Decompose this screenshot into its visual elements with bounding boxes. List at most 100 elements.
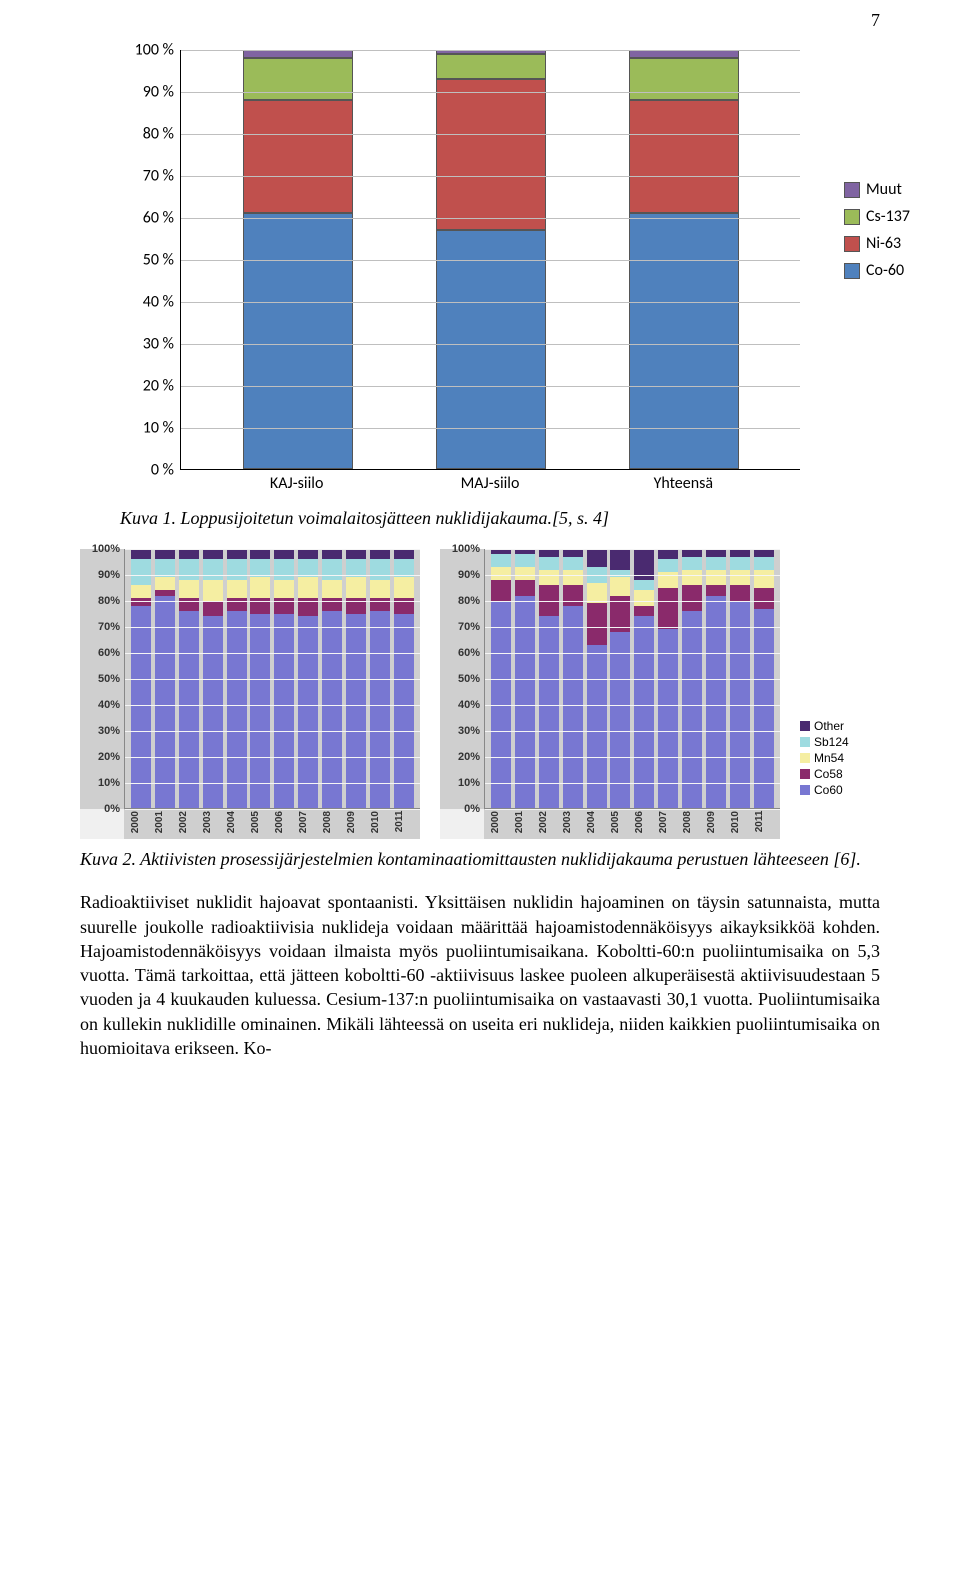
chart2-segment-Mn54 xyxy=(754,570,774,588)
chart2-segment-Mn54 xyxy=(491,567,511,580)
legend-label: Mn54 xyxy=(814,751,844,765)
chart2-y-tick: 90% xyxy=(98,569,120,581)
legend-label: Cs-137 xyxy=(866,207,910,226)
chart2-segment-Mn54 xyxy=(298,577,318,598)
chart2-segment-Other xyxy=(155,549,175,559)
chart2-segment-Other xyxy=(346,549,366,559)
chart2-gridline xyxy=(485,601,780,602)
chart2-segment-Co58 xyxy=(131,598,151,606)
chart2-segment-Co60 xyxy=(322,611,342,808)
chart2-gridline xyxy=(125,757,420,758)
legend-label: Co58 xyxy=(814,767,843,781)
chart2-segment-Sb124 xyxy=(515,554,535,567)
chart2-segment-Co60 xyxy=(539,616,559,808)
chart2-x-label: 2007 xyxy=(298,811,318,833)
chart2-x-label: 2008 xyxy=(682,811,702,833)
chart2-segment-Other xyxy=(587,549,607,567)
chart2-segment-Co58 xyxy=(658,588,678,629)
chart2-segment-Other xyxy=(179,549,199,559)
chart1-segment-Muut xyxy=(629,50,739,58)
chart1-gridline xyxy=(181,218,800,219)
chart1-y-tick: 90 % xyxy=(143,83,174,102)
chart2-segment-Mn54 xyxy=(179,580,199,598)
chart2-segment-Sb124 xyxy=(370,559,390,580)
chart1-y-tick: 0 % xyxy=(151,461,174,480)
chart1-gridline xyxy=(181,50,800,51)
legend-swatch xyxy=(844,182,860,198)
chart2-gridline xyxy=(485,627,780,628)
page-number: 7 xyxy=(871,10,880,31)
chart2-x-label: 2010 xyxy=(370,811,390,833)
chart2-segment-Co60 xyxy=(394,614,414,808)
chart2-segment-Mn54 xyxy=(346,577,366,598)
chart2-gridline xyxy=(485,809,780,810)
chart2-segment-Mn54 xyxy=(394,577,414,598)
chart2-segment-Sb124 xyxy=(634,580,654,590)
chart2-segment-Other xyxy=(706,549,726,557)
chart2-y-tick: 20% xyxy=(458,751,480,763)
chart1-plot-area xyxy=(181,50,800,470)
chart2-segment-Co60 xyxy=(274,614,294,808)
chart1-caption: Kuva 1. Loppusijoitetun voimalaitosjätte… xyxy=(120,508,880,529)
chart1-gridline xyxy=(181,92,800,93)
chart2-segment-Sb124 xyxy=(491,554,511,567)
chart2-legend-item: Sb124 xyxy=(800,735,880,749)
chart2-segment-Co60 xyxy=(250,614,270,808)
chart1-x-labels: KAJ-siiloMAJ-siiloYhteensä xyxy=(180,470,800,493)
chart2-x-label: 2007 xyxy=(658,811,678,833)
chart2-legend-item: Mn54 xyxy=(800,751,880,765)
chart1-legend-item: Co-60 xyxy=(844,261,910,280)
chart2-segment-Co60 xyxy=(179,611,199,808)
chart2-x-label: 2001 xyxy=(514,811,534,833)
chart2-gridline xyxy=(485,653,780,654)
chart2-left-y-axis: 0%10%20%30%40%50%60%70%80%90%100% xyxy=(80,549,124,809)
chart2-gridline xyxy=(125,627,420,628)
chart2-x-label: 2008 xyxy=(322,811,342,833)
chart1-gridline xyxy=(181,134,800,135)
chart2-y-tick: 60% xyxy=(98,647,120,659)
chart2-segment-Co60 xyxy=(610,632,630,808)
chart2-y-tick: 70% xyxy=(458,621,480,633)
chart2-right-x-labels: 2000200120022003200420052006200720082009… xyxy=(484,809,780,839)
chart2-x-label: 2002 xyxy=(178,811,198,833)
chart2-segment-Sb124 xyxy=(203,559,223,580)
chart2-legend-item: Co58 xyxy=(800,767,880,781)
chart2-segment-Co58 xyxy=(203,601,223,617)
chart2-segment-Co60 xyxy=(131,606,151,808)
chart1-x-label: MAJ-siilo xyxy=(435,474,545,493)
chart2-segment-Other xyxy=(539,549,559,557)
chart1-y-tick: 50 % xyxy=(143,251,174,270)
chart2-legend-item: Other xyxy=(800,719,880,733)
chart2-segment-Other xyxy=(203,549,223,559)
chart1-legend-item: Muut xyxy=(844,180,910,199)
chart2-segment-Mn54 xyxy=(250,577,270,598)
chart1-y-tick: 70 % xyxy=(143,167,174,186)
chart1-container: 0 %10 %20 %30 %40 %50 %60 %70 %80 %90 %1… xyxy=(80,50,880,529)
chart2-segment-Mn54 xyxy=(227,580,247,598)
chart2-gridline xyxy=(485,757,780,758)
chart2-y-tick: 10% xyxy=(458,777,480,789)
chart2-x-label: 2004 xyxy=(586,811,606,833)
chart1-gridline xyxy=(181,302,800,303)
chart1-segment-Co-60 xyxy=(629,213,739,469)
chart2-segment-Mn54 xyxy=(706,570,726,586)
chart2-segment-Co60 xyxy=(658,629,678,808)
chart2-gridline xyxy=(125,809,420,810)
legend-label: Other xyxy=(814,719,844,733)
chart2-gridline xyxy=(125,679,420,680)
body-paragraph: Radioaktiiviset nuklidit hajoavat sponta… xyxy=(80,890,880,1060)
chart2-y-tick: 80% xyxy=(458,595,480,607)
chart2-gridline xyxy=(125,653,420,654)
chart2-segment-Co60 xyxy=(298,616,318,808)
chart2-left: 0%10%20%30%40%50%60%70%80%90%100% 200020… xyxy=(80,549,420,839)
chart2-y-tick: 90% xyxy=(458,569,480,581)
chart1-y-tick: 10 % xyxy=(143,419,174,438)
chart2-gridline xyxy=(485,731,780,732)
chart2-y-tick: 30% xyxy=(458,725,480,737)
chart2-segment-Other xyxy=(274,549,294,559)
legend-label: Co-60 xyxy=(866,261,904,280)
chart2-segment-Mn54 xyxy=(155,577,175,590)
chart2-segment-Co60 xyxy=(203,616,223,808)
chart2-x-label: 2003 xyxy=(202,811,222,833)
chart2-gridline xyxy=(125,601,420,602)
